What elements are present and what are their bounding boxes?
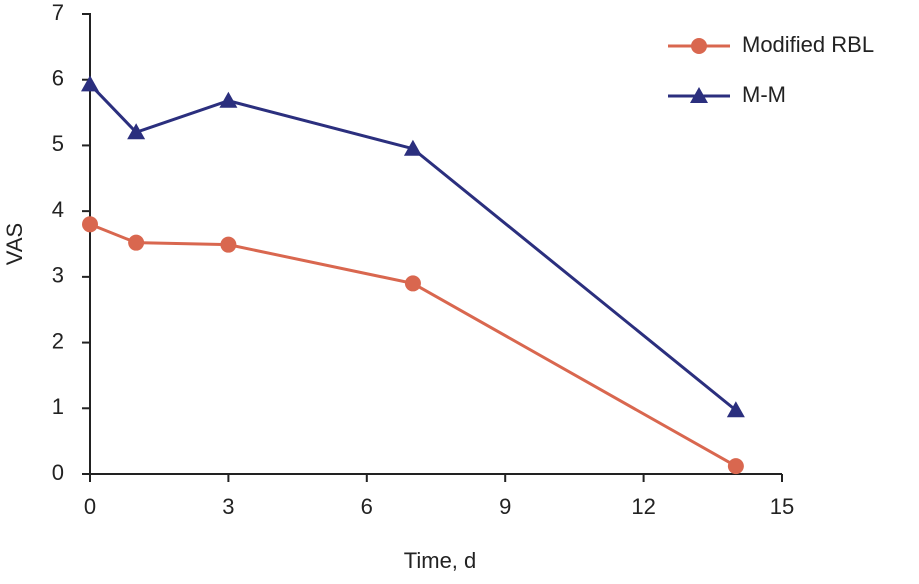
legend-marker xyxy=(690,87,708,103)
y-tick-label: 0 xyxy=(52,460,64,485)
x-tick-label: 12 xyxy=(631,494,655,519)
data-point xyxy=(81,75,99,92)
x-tick-label: 15 xyxy=(770,494,794,519)
data-point xyxy=(219,91,238,108)
x-tick-label: 3 xyxy=(222,494,234,519)
data-point xyxy=(727,458,744,475)
data-point xyxy=(403,139,422,156)
series-line xyxy=(88,83,737,412)
data-point xyxy=(82,216,98,233)
legend-marker xyxy=(691,38,707,54)
data-point xyxy=(404,275,421,292)
data-point xyxy=(220,236,237,253)
y-tick-label: 6 xyxy=(52,66,64,91)
y-tick-label: 1 xyxy=(52,394,64,419)
data-point xyxy=(726,401,745,418)
y-tick-label: 3 xyxy=(52,263,64,288)
x-axis-label: Time, d xyxy=(404,548,477,573)
y-axis-label: VAS xyxy=(2,223,27,265)
y-tick-label: 5 xyxy=(52,131,64,156)
y-tick-label: 7 xyxy=(52,0,64,25)
legend-label: Modified RBL xyxy=(742,32,874,57)
data-point xyxy=(128,234,145,251)
y-tick-label: 2 xyxy=(52,328,64,353)
y-tick-label: 4 xyxy=(52,197,64,222)
legend-label: M-M xyxy=(742,82,786,107)
x-tick-label: 0 xyxy=(84,494,96,519)
x-tick-label: 6 xyxy=(361,494,373,519)
x-tick-label: 9 xyxy=(499,494,511,519)
series-line xyxy=(89,222,737,468)
data-point xyxy=(127,123,146,140)
